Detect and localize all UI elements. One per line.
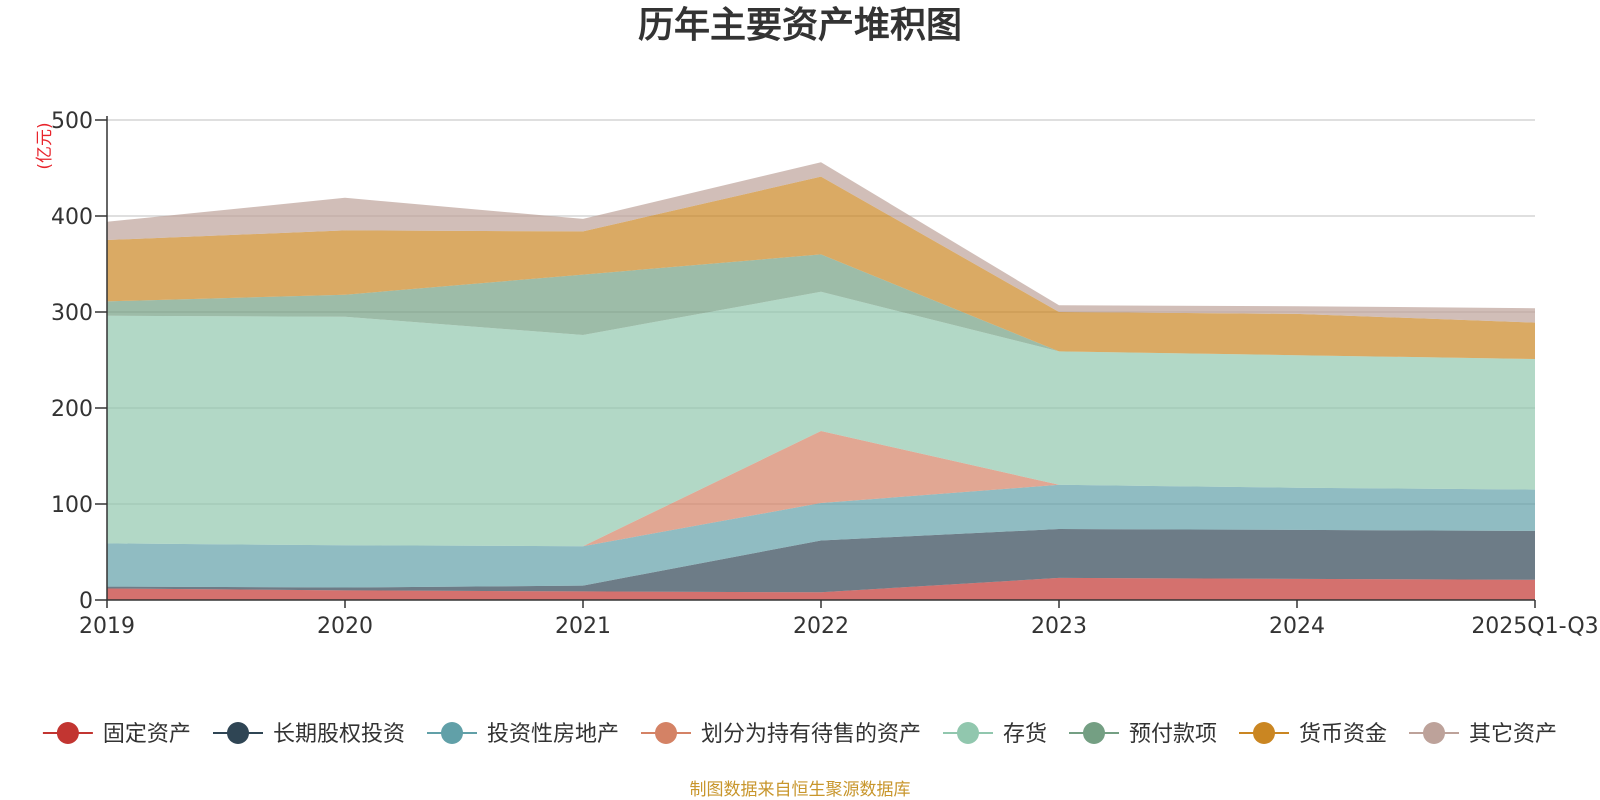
legend-item[interactable]: 划分为持有待售的资产 bbox=[641, 722, 921, 747]
legend-label: 投资性房地产 bbox=[487, 722, 619, 747]
y-tick-label: 400 bbox=[51, 205, 93, 230]
legend-item[interactable]: 存货 bbox=[943, 722, 1047, 747]
legend-marker-icon bbox=[56, 722, 79, 744]
y-tick-label: 500 bbox=[51, 109, 93, 134]
x-tick-label: 2021 bbox=[555, 614, 611, 639]
x-tick-label: 2022 bbox=[793, 614, 849, 639]
chart-title: 历年主要资产堆积图 bbox=[638, 5, 962, 46]
legend[interactable]: 固定资产 长期股权投资 投资性房地产 划分为持有待售的资产 存货 预付款项 货币资金 其它资产 bbox=[42, 722, 1557, 747]
legend-label: 划分为持有待售的资产 bbox=[701, 722, 921, 747]
legend-marker-icon bbox=[1423, 722, 1445, 744]
area-划分为持有待售的资产[interactable] bbox=[107, 431, 1535, 547]
legend-marker-icon bbox=[655, 722, 677, 744]
legend-label: 存货 bbox=[1003, 722, 1047, 747]
y-tick-label: 0 bbox=[79, 589, 93, 614]
area-存货[interactable] bbox=[107, 291, 1535, 547]
legend-marker-icon bbox=[1083, 722, 1105, 744]
x-tick-label: 2019 bbox=[79, 614, 135, 639]
y-axis-unit-label: (亿元) bbox=[35, 122, 55, 169]
source-note: 制图数据来自恒生聚源数据库 bbox=[690, 780, 911, 800]
legend-item[interactable]: 长期股权投资 bbox=[213, 722, 405, 747]
legend-item[interactable]: 投资性房地产 bbox=[427, 722, 619, 747]
x-tick-label: 2020 bbox=[317, 614, 373, 639]
legend-item[interactable]: 货币资金 bbox=[1239, 722, 1387, 747]
legend-label: 其它资产 bbox=[1469, 722, 1557, 747]
area-series bbox=[107, 162, 1535, 600]
x-tick-label: 2023 bbox=[1031, 614, 1087, 639]
legend-label: 长期股权投资 bbox=[273, 722, 405, 747]
axes: 0 100 200 300 400 500 2019 2020 2021 2022 2023 2024… bbox=[51, 109, 1599, 639]
area-投资性房地产[interactable] bbox=[107, 484, 1535, 588]
y-tick-label: 100 bbox=[51, 493, 93, 518]
legend-marker-icon bbox=[441, 722, 463, 744]
x-tick-label: 2024 bbox=[1269, 614, 1325, 639]
legend-label: 货币资金 bbox=[1299, 722, 1387, 747]
legend-marker-icon bbox=[227, 722, 249, 744]
legend-item[interactable]: 固定资产 bbox=[42, 722, 191, 747]
area-预付款项[interactable] bbox=[107, 254, 1535, 359]
legend-marker-icon bbox=[1253, 722, 1275, 744]
area-货币资金[interactable] bbox=[107, 176, 1535, 359]
legend-label: 预付款项 bbox=[1129, 722, 1217, 747]
x-tick-label: 2025Q1-Q3 bbox=[1471, 614, 1598, 639]
legend-label: 固定资产 bbox=[103, 722, 191, 747]
y-tick-label: 300 bbox=[51, 301, 93, 326]
legend-item[interactable]: 其它资产 bbox=[1409, 722, 1557, 747]
legend-marker-icon bbox=[957, 722, 979, 744]
legend-item[interactable]: 预付款项 bbox=[1069, 722, 1217, 747]
area-固定资产[interactable] bbox=[107, 577, 1535, 600]
area-长期股权投资[interactable] bbox=[107, 529, 1535, 593]
y-tick-label: 200 bbox=[51, 397, 93, 422]
